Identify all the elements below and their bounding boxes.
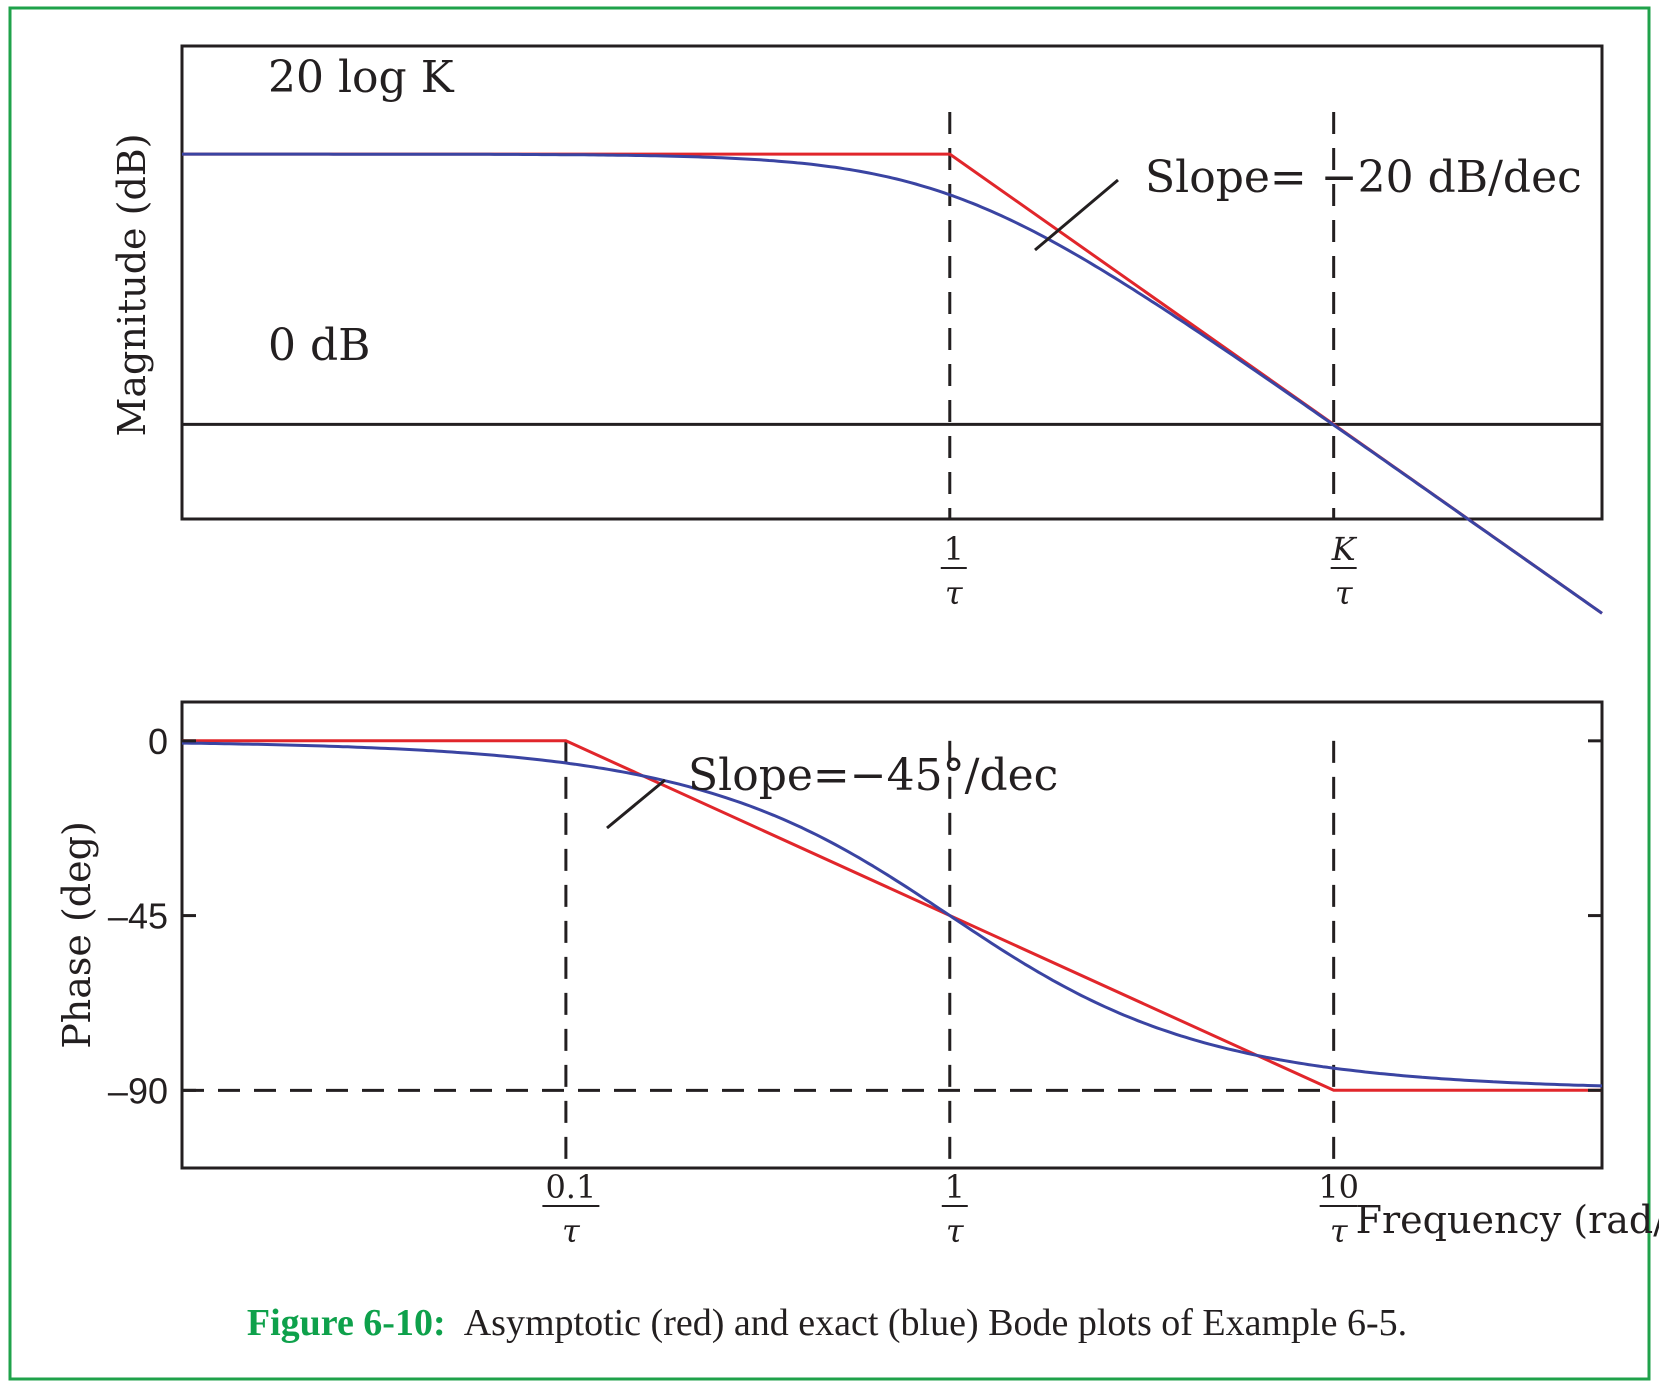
phase-ytick-label-0: 0 [148, 721, 168, 762]
phase-series [182, 739, 1603, 1092]
phase-xtick-1: 1τ [941, 1168, 968, 1250]
figure-frame [8, 6, 1651, 1381]
magnitude-exact-line [182, 152, 1603, 615]
phase-slope-annotation: Slope=−45°/dec [688, 750, 1058, 801]
phase-xlabel: Frequency (rad/s) [1356, 1198, 1659, 1242]
magnitude-xtick-1-numerator: K [1331, 530, 1358, 568]
magnitude-level-high-label: 20 log K [268, 52, 455, 103]
phase-slope-leader [606, 778, 666, 830]
phase-guides [182, 740, 1336, 1168]
magnitude-series [182, 152, 1603, 615]
magnitude-xtick-1: Kτ [1330, 530, 1358, 612]
phase-ytick-label-1: –45 [108, 896, 168, 937]
phase-xtick-2-numerator: 10 [1318, 1168, 1359, 1206]
phase-exact-line [182, 741, 1603, 1088]
phase-xtick-0-numerator: 0.1 [545, 1168, 596, 1206]
magnitude-slope-leader [1034, 178, 1119, 252]
magnitude-xtick-0-numerator: 1 [944, 530, 964, 568]
caption-text: Asymptotic (red) and exact (blue) Bode p… [464, 1302, 1407, 1344]
magnitude-xtick-1-denominator: τ [1335, 574, 1354, 612]
magnitude-slope-annotation: Slope= −20 dB/dec [1145, 152, 1582, 203]
magnitude-xtick-0-denominator: τ [945, 574, 964, 612]
phase-yticks: 0 –45 –90 [108, 721, 1602, 1111]
magnitude-level-zero-label: 0 dB [268, 320, 370, 371]
phase-xtick-2: 10 τ [1318, 1168, 1359, 1250]
phase-xtick-1-denominator: τ [946, 1212, 965, 1250]
magnitude-xtick-0: 1τ [940, 530, 967, 612]
magnitude-guides [182, 112, 1602, 519]
phase-ylabel: Phase (deg) [55, 821, 99, 1049]
phase-xtick-0-denominator: τ [562, 1212, 581, 1250]
phase-xtick-2-denominator: τ [1330, 1212, 1349, 1250]
phase-xtick-0: 0.1 τ [542, 1168, 600, 1250]
phase-ytick-label-2: –90 [108, 1070, 168, 1111]
magnitude-plot-area [180, 44, 1604, 521]
figure-caption: Figure 6-10: Asymptotic (red) and exact … [247, 1300, 1407, 1344]
phase-plot-area [180, 700, 1604, 1170]
phase-xtick-1-numerator: 1 [945, 1168, 965, 1206]
caption-label: Figure 6-10: [247, 1302, 446, 1344]
magnitude-ylabel: Magnitude (dB) [110, 133, 154, 436]
